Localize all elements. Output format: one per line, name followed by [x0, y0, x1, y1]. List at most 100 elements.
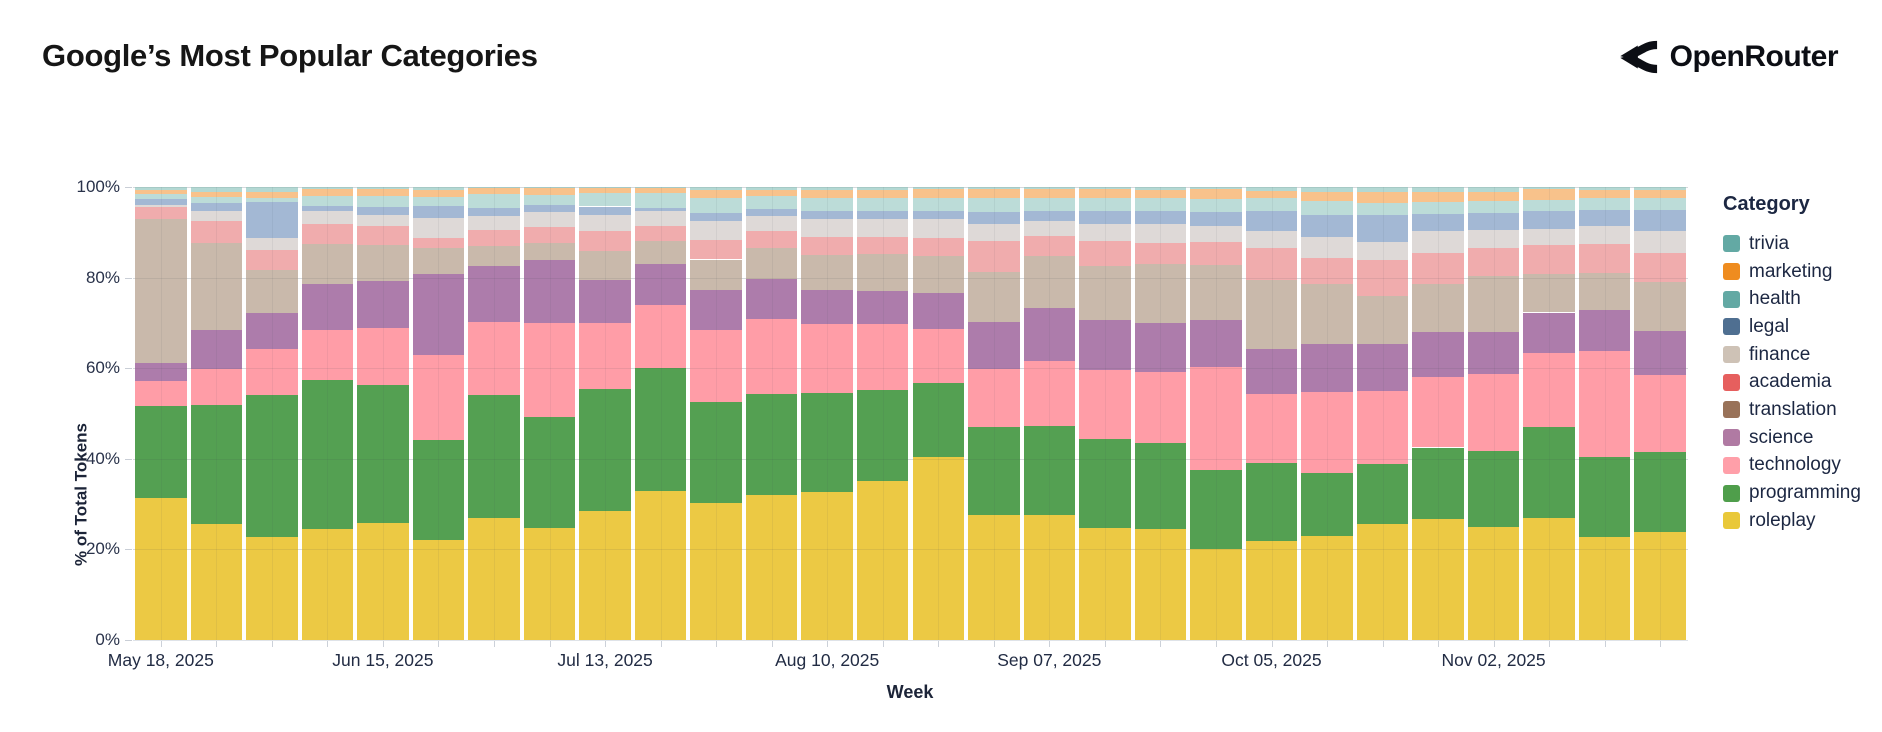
bar-segment-technology[interactable]	[634, 305, 687, 369]
bar-segment-roleplay[interactable]	[357, 522, 409, 640]
bar-segment-roleplay[interactable]	[801, 492, 853, 640]
bar-segment-academia[interactable]	[1634, 252, 1686, 282]
bar-segment-legal[interactable]	[135, 198, 187, 205]
bar-segment-translation[interactable]	[1467, 275, 1520, 332]
bar-segment-finance[interactable]	[1356, 241, 1409, 261]
bar-segment-translation[interactable]	[246, 269, 298, 314]
bar-segment-technology[interactable]	[1523, 352, 1575, 427]
bar-segment-roleplay[interactable]	[1356, 523, 1409, 640]
bar-segment-translation[interactable]	[634, 240, 687, 265]
bar-segment-science[interactable]	[968, 322, 1020, 369]
bar-segment-programming[interactable]	[1467, 450, 1520, 527]
bar-segment-finance[interactable]	[1578, 226, 1631, 244]
bar-segment-legal[interactable]	[745, 209, 798, 217]
bar-segment-marketing[interactable]	[1578, 189, 1631, 198]
bar-segment-finance[interactable]	[745, 216, 798, 232]
bar-segment-programming[interactable]	[856, 390, 909, 481]
bar-segment-roleplay[interactable]	[523, 527, 576, 640]
openrouter-logo[interactable]: OpenRouter	[1612, 34, 1839, 80]
bar-segment-trivia[interactable]	[1023, 187, 1076, 190]
bar-segment-science[interactable]	[412, 274, 465, 355]
bar-segment-marketing[interactable]	[1523, 189, 1575, 201]
bar-segment-health[interactable]	[1578, 197, 1631, 210]
bar-segment-trivia[interactable]	[1412, 187, 1464, 192]
legend-item-finance[interactable]: finance	[1723, 341, 1873, 369]
bar-segment-legal[interactable]	[634, 207, 687, 212]
bar-segment-technology[interactable]	[1301, 391, 1353, 473]
bar-segment-legal[interactable]	[1079, 211, 1131, 224]
bar-segment-legal[interactable]	[357, 206, 409, 216]
bar-segment-marketing[interactable]	[968, 189, 1020, 199]
bar-segment-translation[interactable]	[412, 247, 465, 275]
bar-segment-trivia[interactable]	[1301, 187, 1353, 192]
bar-segment-programming[interactable]	[468, 395, 520, 518]
bar-segment-health[interactable]	[745, 195, 798, 210]
bar-segment-technology[interactable]	[468, 321, 520, 396]
legend-item-health[interactable]: health	[1723, 285, 1873, 313]
bar-segment-technology[interactable]	[1190, 366, 1242, 471]
bar-segment-roleplay[interactable]	[579, 510, 631, 640]
bar-segment-marketing[interactable]	[801, 190, 853, 199]
legend-item-translation[interactable]: translation	[1723, 396, 1873, 424]
bar-segment-roleplay[interactable]	[190, 524, 243, 640]
legend-item-science[interactable]: science	[1723, 424, 1873, 452]
bar-segment-translation[interactable]	[912, 255, 965, 294]
bar-segment-programming[interactable]	[745, 393, 798, 496]
bar-segment-science[interactable]	[634, 264, 687, 306]
bar-segment-academia[interactable]	[1578, 243, 1631, 273]
bar-segment-roleplay[interactable]	[745, 495, 798, 640]
bar-segment-legal[interactable]	[801, 210, 853, 219]
bar-segment-marketing[interactable]	[1301, 191, 1353, 202]
bar-segment-science[interactable]	[1634, 331, 1686, 375]
bar-segment-health[interactable]	[190, 197, 243, 204]
bar-segment-programming[interactable]	[357, 385, 409, 523]
bar-segment-science[interactable]	[579, 279, 631, 324]
bar-segment-finance[interactable]	[1467, 230, 1520, 249]
bar-segment-health[interactable]	[246, 197, 298, 202]
bar-segment-trivia[interactable]	[968, 187, 1020, 190]
bar-segment-marketing[interactable]	[412, 190, 465, 197]
bar-segment-health[interactable]	[1245, 197, 1298, 211]
bar-segment-health[interactable]	[579, 192, 631, 207]
bar-segment-finance[interactable]	[190, 210, 243, 222]
bar-segment-translation[interactable]	[1190, 264, 1242, 321]
bar-segment-academia[interactable]	[912, 238, 965, 256]
bar-segment-science[interactable]	[912, 293, 965, 329]
bar-segment-marketing[interactable]	[579, 187, 631, 193]
bar-segment-science[interactable]	[1079, 320, 1131, 370]
bar-segment-finance[interactable]	[468, 216, 520, 230]
bar-segment-health[interactable]	[357, 195, 409, 207]
bar-segment-roleplay[interactable]	[968, 514, 1020, 640]
bar-segment-academia[interactable]	[1301, 258, 1353, 285]
bar-segment-legal[interactable]	[968, 211, 1020, 225]
bar-segment-roleplay[interactable]	[856, 481, 909, 640]
bar-segment-legal[interactable]	[1578, 209, 1631, 227]
bar-segment-technology[interactable]	[968, 368, 1020, 428]
bar-segment-academia[interactable]	[1190, 242, 1242, 265]
bar-segment-finance[interactable]	[1079, 223, 1131, 242]
bar-segment-programming[interactable]	[801, 392, 853, 493]
bar-segment-science[interactable]	[1134, 323, 1187, 373]
bar-segment-finance[interactable]	[412, 217, 465, 238]
bar-segment-programming[interactable]	[1079, 438, 1131, 528]
bar-segment-health[interactable]	[468, 194, 520, 208]
bar-segment-programming[interactable]	[634, 368, 687, 491]
bar-segment-technology[interactable]	[1467, 373, 1520, 451]
bar-segment-science[interactable]	[1245, 349, 1298, 395]
bar-segment-academia[interactable]	[523, 226, 576, 243]
bar-segment-technology[interactable]	[523, 323, 576, 418]
bar-segment-programming[interactable]	[1301, 472, 1353, 536]
bar-segment-translation[interactable]	[690, 259, 742, 290]
bar-segment-academia[interactable]	[690, 239, 742, 260]
bar-segment-trivia[interactable]	[1245, 187, 1298, 191]
bar-segment-science[interactable]	[1301, 343, 1353, 392]
bar-segment-health[interactable]	[1467, 201, 1520, 214]
bar-segment-translation[interactable]	[801, 255, 853, 290]
bar-segment-technology[interactable]	[1134, 372, 1187, 443]
bar-segment-finance[interactable]	[690, 221, 742, 240]
bar-segment-academia[interactable]	[745, 231, 798, 249]
bar-segment-academia[interactable]	[190, 221, 243, 244]
bar-segment-academia[interactable]	[1467, 248, 1520, 276]
bar-segment-technology[interactable]	[801, 324, 853, 393]
bar-segment-marketing[interactable]	[1356, 192, 1409, 203]
